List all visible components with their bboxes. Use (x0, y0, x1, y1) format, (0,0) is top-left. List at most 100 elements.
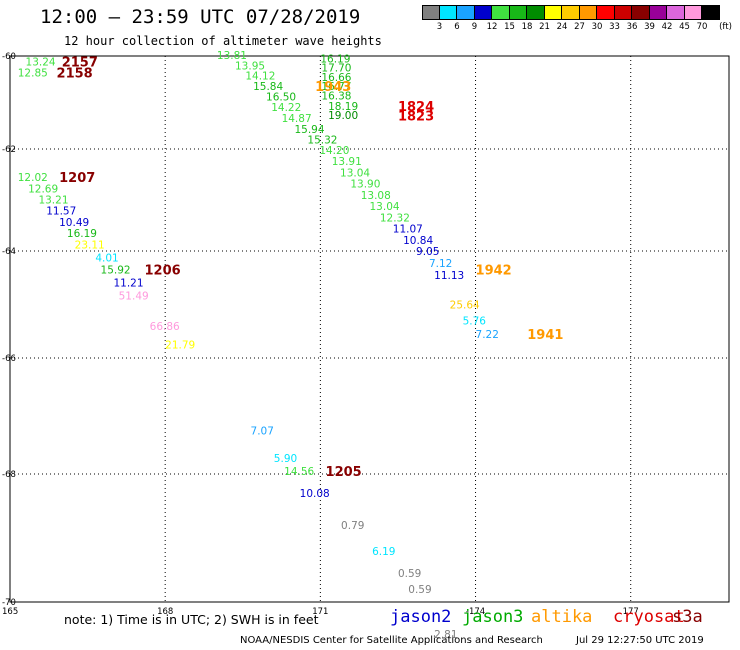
legend-tick-label: 42 (661, 22, 673, 32)
wave-height-label: 21.79 (165, 340, 195, 352)
legend-swatch (527, 5, 545, 20)
legend-swatch (474, 5, 492, 20)
satellite-label-jason2: jason2 (390, 607, 452, 627)
legend-tick-label: 12 (486, 22, 498, 32)
legend-tick-label: 21 (539, 22, 550, 32)
y-tick-label: -64 (2, 247, 16, 257)
satellite-label-jason3: jason3 (462, 607, 524, 627)
y-tick-label: -60 (2, 52, 16, 62)
pass-time-label: 1941 (527, 328, 563, 343)
pass-time-label: 1205 (326, 465, 362, 480)
timestamp-text: Jul 29 12:27:50 UTC 2019 (576, 635, 704, 646)
wave-height-label: 12.32 (380, 212, 410, 224)
pass-time-label: 1824 (398, 100, 434, 115)
satellite-label-s3a: s3a (672, 607, 703, 627)
wave-height-label: 14.56 (284, 466, 314, 478)
wave-height-label: 19.00 (328, 110, 358, 122)
legend-tick-label: 30 (591, 22, 603, 32)
wave-height-label: 13.08 (361, 190, 391, 202)
wave-height-label: 9.05 (416, 246, 439, 258)
wave-height-label: 14.12 (245, 71, 275, 83)
chart-subtitle: 12 hour collection of altimeter wave hei… (64, 34, 382, 48)
wave-height-label: 5.76 (463, 316, 487, 328)
x-tick-label: 171 (312, 607, 328, 617)
legend-swatch (702, 5, 720, 20)
legend-swatch (649, 5, 667, 20)
wave-height-label: 7.12 (429, 258, 452, 270)
legend-swatch (632, 5, 650, 20)
wave-height-label: 4.01 (95, 252, 118, 264)
wave-height-label: 13.95 (235, 60, 265, 72)
wave-height-label: 10.08 (300, 488, 330, 500)
legend-swatch (422, 5, 440, 20)
wave-height-label: 13.81 (217, 50, 247, 62)
plot-frame (9, 55, 730, 603)
wave-height-label: 13.21 (38, 194, 68, 206)
pass-time-label: 1942 (476, 264, 512, 279)
pass-time-label: 1943 (315, 80, 351, 95)
pass-time-label: 1823 (398, 110, 434, 125)
legend-tick-label: 15 (504, 22, 515, 32)
footer-note: note: 1) Time is in UTC; 2) SWH is in fe… (64, 612, 319, 627)
x-tick-label: -174 (466, 607, 485, 617)
legend-swatch (614, 5, 632, 20)
legend-tick-label: 9 (471, 22, 478, 32)
wave-height-label: 16.66 (321, 72, 351, 84)
pass-time-label: 2157 (62, 56, 98, 71)
pass-time-label: 2158 (57, 66, 93, 81)
wave-height-label: 13.91 (332, 156, 362, 168)
legend-tick-label: 6 (454, 22, 460, 32)
legend-swatch (562, 5, 580, 20)
legend-tick-labels: 3 6 9 12 15 18 21 24 27 30 33 36 39 42 45 70 (ft) (422, 21, 738, 35)
color-scale-legend: 3 6 9 12 15 18 21 24 27 30 33 36 39 42 45 70 (ft) (422, 5, 738, 38)
legend-swatch (597, 5, 615, 20)
legend-swatch (684, 5, 702, 20)
wave-height-label: 16.19 (67, 228, 97, 240)
legend-tick-label: 39 (644, 22, 655, 32)
wave-height-label: 13.24 (26, 57, 56, 69)
wave-height-label: 11.57 (46, 206, 76, 218)
legend-swatch (439, 5, 457, 20)
x-tick-label: 165 (2, 607, 18, 617)
wave-height-label: 0.79 (341, 520, 364, 532)
legend-tick-label: 27 (574, 22, 585, 32)
x-tick-label: 168 (157, 607, 173, 617)
wave-height-label: 16.19 (320, 53, 350, 65)
wave-height-label: 11.21 (113, 278, 143, 290)
wave-height-label: 14.22 (271, 102, 301, 114)
legend-swatch (579, 5, 597, 20)
wave-height-label: 7.22 (476, 329, 499, 341)
legend-tick-label: 3 (436, 22, 443, 32)
wave-height-label: 11.07 (393, 224, 423, 236)
pass-time-label: 1206 (144, 264, 180, 279)
wave-height-label: 12.02 (18, 172, 48, 184)
legend-tick-label: (ft) (719, 22, 732, 32)
legend-swatch (667, 5, 685, 20)
legend-tick-label: 18 (521, 22, 533, 32)
wave-height-label: 10.49 (59, 217, 89, 229)
wave-height-label: 16.50 (266, 91, 296, 103)
legend-tick-label: 36 (626, 22, 638, 32)
satellite-label-cryosat: cryosat (613, 607, 685, 627)
wave-height-label: 16.77 (321, 81, 351, 93)
legend-swatch (457, 5, 475, 20)
wave-height-label: 11.13 (434, 270, 464, 282)
wave-height-label: 15.84 (253, 81, 283, 93)
wave-height-label: 10.84 (403, 235, 433, 247)
legend-tick-label: 45 (679, 22, 690, 32)
x-tick-label: 177 (623, 607, 639, 617)
wave-height-label: 25.64 (450, 300, 480, 312)
legend-swatches (422, 5, 738, 21)
wave-height-label: 12.69 (28, 183, 58, 195)
wave-height-label: 13.04 (340, 167, 370, 179)
wave-height-label: 66.86 (150, 321, 180, 333)
y-tick-label: -62 (2, 145, 16, 155)
wave-height-label: 2.81 (434, 629, 457, 641)
wave-height-label: 17.70 (321, 63, 351, 75)
wave-height-label: 15.92 (101, 265, 131, 277)
wave-height-label: 15.32 (307, 135, 337, 147)
wave-height-label: 0.59 (408, 584, 431, 596)
y-tick-label: -66 (2, 354, 16, 364)
